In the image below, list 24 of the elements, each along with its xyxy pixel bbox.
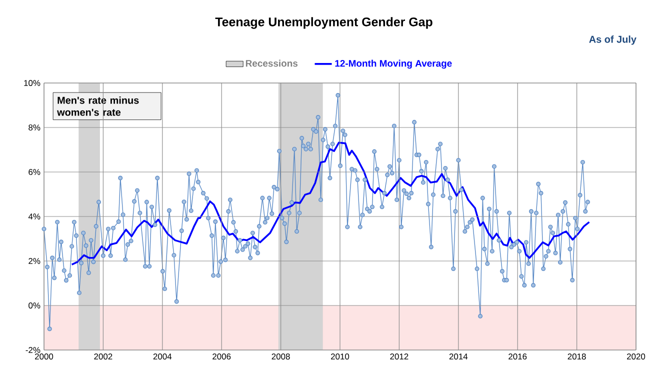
x-tick-label: 2012 <box>390 354 408 360</box>
legend-label: 12-Month Moving Average <box>335 60 452 69</box>
line-series <box>70 142 590 266</box>
x-tick-label: 2006 <box>212 354 231 360</box>
x-tick-label: 2000 <box>35 354 54 360</box>
y-tick-label: 10% <box>24 80 40 86</box>
y-tick-label: -2% <box>26 347 40 353</box>
text: As of July <box>589 36 636 45</box>
y-tick-label: 0% <box>28 302 40 308</box>
annotation: Men's rate minus women's rate <box>57 96 139 116</box>
y-tick-label: 2% <box>28 258 40 264</box>
x-tick-label: 2008 <box>272 354 290 360</box>
legend-label: Recessions <box>246 60 298 67</box>
y-tick-label: 4% <box>28 214 40 220</box>
x-tick-label: 2018 <box>568 354 586 360</box>
y-tick-label: 8% <box>28 124 40 130</box>
x-tick-label: 2014 <box>449 354 468 360</box>
chart-title: Teenage Unemployment Gender Gap <box>215 17 432 29</box>
x-tick-label: 2020 <box>627 354 646 360</box>
x-tick-label: 2016 <box>508 354 527 360</box>
x-tick-label: 2002 <box>94 354 112 360</box>
x-tick-label: 2004 <box>153 354 172 360</box>
x-tick-label: 2010 <box>331 354 350 360</box>
y-tick-label: 6% <box>28 169 40 175</box>
